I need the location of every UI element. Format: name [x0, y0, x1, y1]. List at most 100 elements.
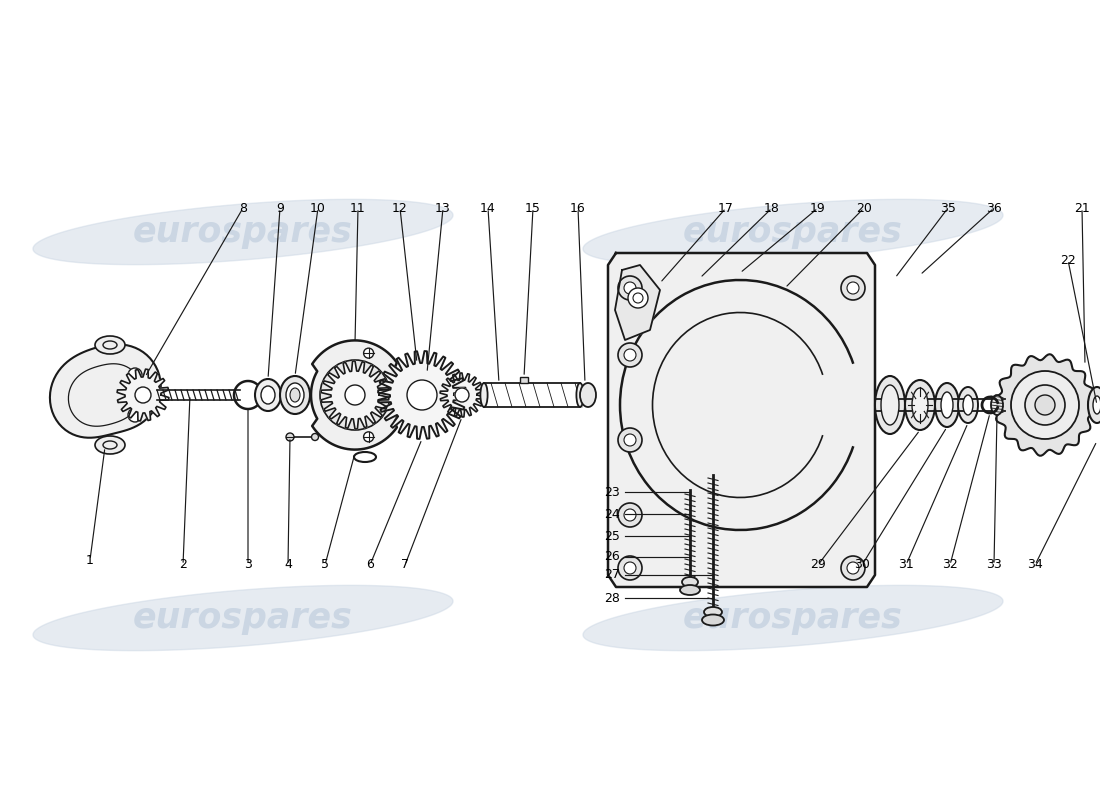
Circle shape [624, 282, 636, 294]
Ellipse shape [912, 388, 928, 422]
Polygon shape [608, 253, 874, 587]
Text: 9: 9 [276, 202, 284, 214]
Ellipse shape [311, 434, 319, 441]
Text: 22: 22 [1060, 254, 1076, 266]
Ellipse shape [290, 388, 300, 402]
Text: eurospares: eurospares [683, 601, 903, 635]
Ellipse shape [935, 383, 959, 427]
Text: 8: 8 [239, 202, 248, 214]
Ellipse shape [576, 383, 584, 407]
Ellipse shape [962, 395, 974, 415]
Polygon shape [440, 373, 484, 417]
Circle shape [624, 349, 636, 361]
Circle shape [618, 556, 642, 580]
Circle shape [364, 432, 374, 442]
Ellipse shape [704, 607, 722, 617]
Text: 21: 21 [1074, 202, 1090, 214]
Circle shape [624, 509, 636, 521]
Circle shape [1035, 395, 1055, 415]
Text: 20: 20 [856, 202, 872, 214]
Text: eurospares: eurospares [133, 215, 353, 249]
Text: 35: 35 [940, 202, 956, 214]
Ellipse shape [95, 336, 125, 354]
Polygon shape [33, 199, 453, 265]
Ellipse shape [881, 385, 899, 425]
Polygon shape [33, 586, 453, 650]
Ellipse shape [680, 585, 700, 595]
Ellipse shape [481, 383, 487, 407]
Text: 31: 31 [898, 558, 914, 571]
Text: 18: 18 [764, 202, 780, 214]
Polygon shape [50, 344, 161, 438]
Circle shape [128, 368, 142, 382]
Ellipse shape [580, 383, 596, 407]
Ellipse shape [682, 577, 698, 587]
Text: eurospares: eurospares [133, 601, 353, 635]
Circle shape [624, 562, 636, 574]
Polygon shape [994, 354, 1096, 456]
Ellipse shape [958, 387, 978, 423]
Circle shape [128, 408, 142, 422]
Circle shape [847, 282, 859, 294]
Circle shape [1011, 371, 1079, 439]
Text: 10: 10 [310, 202, 326, 214]
Ellipse shape [940, 392, 953, 418]
Text: 6: 6 [366, 558, 374, 571]
Polygon shape [615, 265, 660, 340]
Ellipse shape [286, 383, 304, 407]
Text: 28: 28 [604, 591, 620, 605]
Circle shape [842, 276, 865, 300]
Text: 13: 13 [436, 202, 451, 214]
Circle shape [618, 276, 642, 300]
Ellipse shape [95, 436, 125, 454]
Circle shape [455, 388, 469, 402]
Text: 34: 34 [1027, 558, 1043, 571]
Polygon shape [583, 586, 1003, 650]
Polygon shape [321, 361, 389, 429]
Text: 23: 23 [604, 486, 620, 498]
Circle shape [618, 428, 642, 452]
Text: 29: 29 [810, 558, 826, 571]
Polygon shape [311, 341, 402, 450]
Ellipse shape [1093, 396, 1100, 414]
Text: 19: 19 [810, 202, 826, 214]
Text: 27: 27 [604, 569, 620, 582]
Text: 11: 11 [350, 202, 366, 214]
Circle shape [618, 343, 642, 367]
Text: 7: 7 [402, 558, 409, 571]
Text: 3: 3 [244, 558, 252, 571]
Ellipse shape [874, 376, 905, 434]
Text: 2: 2 [179, 558, 187, 571]
Text: 4: 4 [284, 558, 292, 571]
Ellipse shape [702, 614, 724, 626]
Text: 14: 14 [480, 202, 496, 214]
Circle shape [847, 562, 859, 574]
Ellipse shape [255, 379, 280, 411]
Text: 15: 15 [525, 202, 541, 214]
Polygon shape [583, 199, 1003, 265]
Text: 32: 32 [942, 558, 958, 571]
Text: 36: 36 [986, 202, 1002, 214]
Ellipse shape [1088, 387, 1100, 423]
Text: 33: 33 [986, 558, 1002, 571]
Text: 30: 30 [854, 558, 870, 571]
Ellipse shape [991, 395, 1003, 415]
Text: 16: 16 [570, 202, 586, 214]
Ellipse shape [280, 376, 310, 414]
Text: 17: 17 [718, 202, 734, 214]
Text: 1: 1 [86, 554, 94, 566]
Ellipse shape [261, 386, 275, 404]
Circle shape [320, 360, 390, 430]
Polygon shape [378, 351, 466, 439]
Text: 12: 12 [392, 202, 408, 214]
Text: 25: 25 [604, 530, 620, 542]
Circle shape [618, 503, 642, 527]
Text: 26: 26 [604, 550, 620, 563]
Text: 24: 24 [604, 507, 620, 521]
Polygon shape [117, 369, 169, 421]
Circle shape [407, 380, 437, 410]
Text: eurospares: eurospares [683, 215, 903, 249]
Ellipse shape [905, 380, 935, 430]
Circle shape [364, 348, 374, 358]
Circle shape [345, 385, 365, 405]
